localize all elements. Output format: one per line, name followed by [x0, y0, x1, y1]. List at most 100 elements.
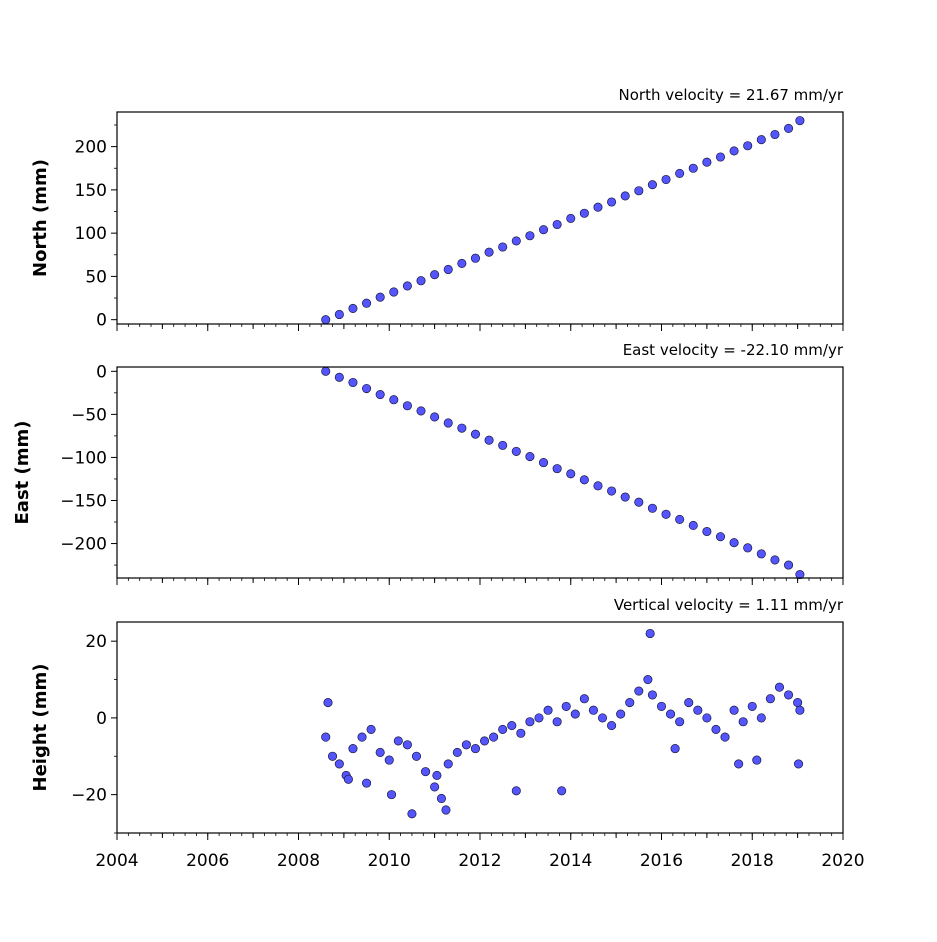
north-data-point [783, 123, 794, 133]
height-panel: 20 0 −20 Vertical velocity = 1.11 mm/yr Heig… [30, 596, 865, 871]
north-panel: 0 50 100 150 200 North velocity = 21.67 mm/yr… [30, 86, 844, 331]
east-data-point [362, 383, 372, 394]
east-data-point [484, 435, 494, 445]
east-data-point [525, 452, 535, 462]
height-data-point [756, 713, 766, 723]
north-data-point [647, 180, 657, 190]
height-data-point [357, 732, 367, 742]
east-data-point [634, 497, 644, 507]
north-data-point [511, 236, 521, 246]
height-ytick-label: 20 [85, 632, 107, 652]
height-data-point [343, 774, 353, 784]
height-data-point [498, 724, 508, 734]
north-data-point [579, 208, 589, 218]
height-data-point [534, 713, 544, 723]
height-data-point [570, 709, 580, 719]
height-data-point [634, 686, 644, 696]
height-ytick-label: −20 [71, 786, 107, 806]
east-panel: 0 −50 −100 −150 −200 East velocity = -22.10 m… [12, 341, 844, 585]
north-ytick-label: 100 [75, 224, 107, 244]
height-data-point [430, 782, 440, 792]
east-data-point [402, 401, 412, 411]
height-data-point [765, 694, 775, 704]
height-data-point [783, 690, 794, 700]
height-data-point [675, 717, 685, 727]
north-plot-frame [116, 111, 844, 325]
height-data-point [557, 786, 567, 796]
east-data-point [348, 377, 358, 388]
height-data-point [734, 759, 744, 769]
east-data-point [416, 406, 426, 416]
height-data-point [323, 698, 333, 708]
x-tick-label: 2018 [731, 851, 774, 871]
height-data-point [432, 770, 442, 781]
height-data-point [511, 786, 521, 796]
height-data-point [507, 721, 517, 731]
east-data-point [457, 423, 467, 433]
north-data-point [593, 202, 603, 212]
height-data-point [375, 747, 385, 757]
north-data-point [430, 270, 440, 280]
x-tick-label: 2006 [186, 851, 229, 871]
height-ytick-label: 0 [96, 709, 107, 729]
x-tick-label: 2004 [95, 851, 138, 871]
north-data-point [389, 287, 399, 297]
north-data-point [498, 242, 508, 252]
height-data-point [666, 709, 676, 719]
height-data-point [793, 759, 804, 769]
east-data-point [607, 486, 617, 496]
height-data-point [436, 793, 446, 804]
east-plot-frame [116, 366, 844, 579]
height-data-point [607, 721, 617, 731]
height-data-point [588, 705, 598, 715]
height-data-point [616, 709, 626, 719]
east-data-point [783, 560, 794, 570]
east-ytick-label: −200 [60, 535, 107, 555]
east-data-point [389, 395, 399, 405]
north-data-point [688, 163, 698, 173]
height-data-point [774, 682, 785, 692]
height-data-point [420, 767, 431, 777]
north-data-point [402, 281, 412, 291]
north-data-point [552, 219, 562, 230]
height-data-point [489, 732, 499, 742]
east-data-point [430, 412, 440, 422]
north-data-point [321, 315, 331, 325]
east-data-point [566, 469, 576, 479]
height-data-point [525, 717, 535, 727]
east-data-point [715, 532, 726, 542]
north-data-point [416, 276, 426, 286]
height-data-point [643, 674, 653, 685]
east-data-point [579, 475, 589, 485]
height-plot-frame [116, 621, 844, 834]
height-data-point [461, 740, 471, 750]
east-data-point [729, 538, 739, 548]
north-data-point [457, 258, 467, 268]
height-data-point [670, 744, 680, 754]
height-data-point [384, 755, 394, 765]
height-data-point [362, 778, 372, 788]
height-data-point [647, 690, 657, 700]
height-data-point [386, 790, 397, 800]
east-data-point [795, 570, 805, 580]
north-data-point [661, 174, 671, 185]
north-data-point [525, 231, 535, 241]
height-data-point [334, 759, 344, 769]
height-data-point [684, 698, 694, 708]
height-data-point [443, 759, 453, 769]
north-data-point [634, 186, 644, 196]
north-data-point [443, 264, 453, 275]
east-data-point [675, 514, 685, 524]
east-ytick-label: −100 [60, 448, 107, 468]
x-tick-label: 2008 [277, 851, 320, 871]
height-data-point [597, 713, 608, 723]
east-data-point [756, 549, 766, 559]
east-ytick-label: −150 [60, 491, 107, 511]
north-data-point [375, 292, 385, 302]
height-data-point [441, 805, 451, 815]
height-data-point [656, 701, 667, 711]
east-data-point [498, 440, 508, 450]
east-data-point [661, 509, 671, 519]
east-ytick-label: −50 [71, 405, 107, 425]
